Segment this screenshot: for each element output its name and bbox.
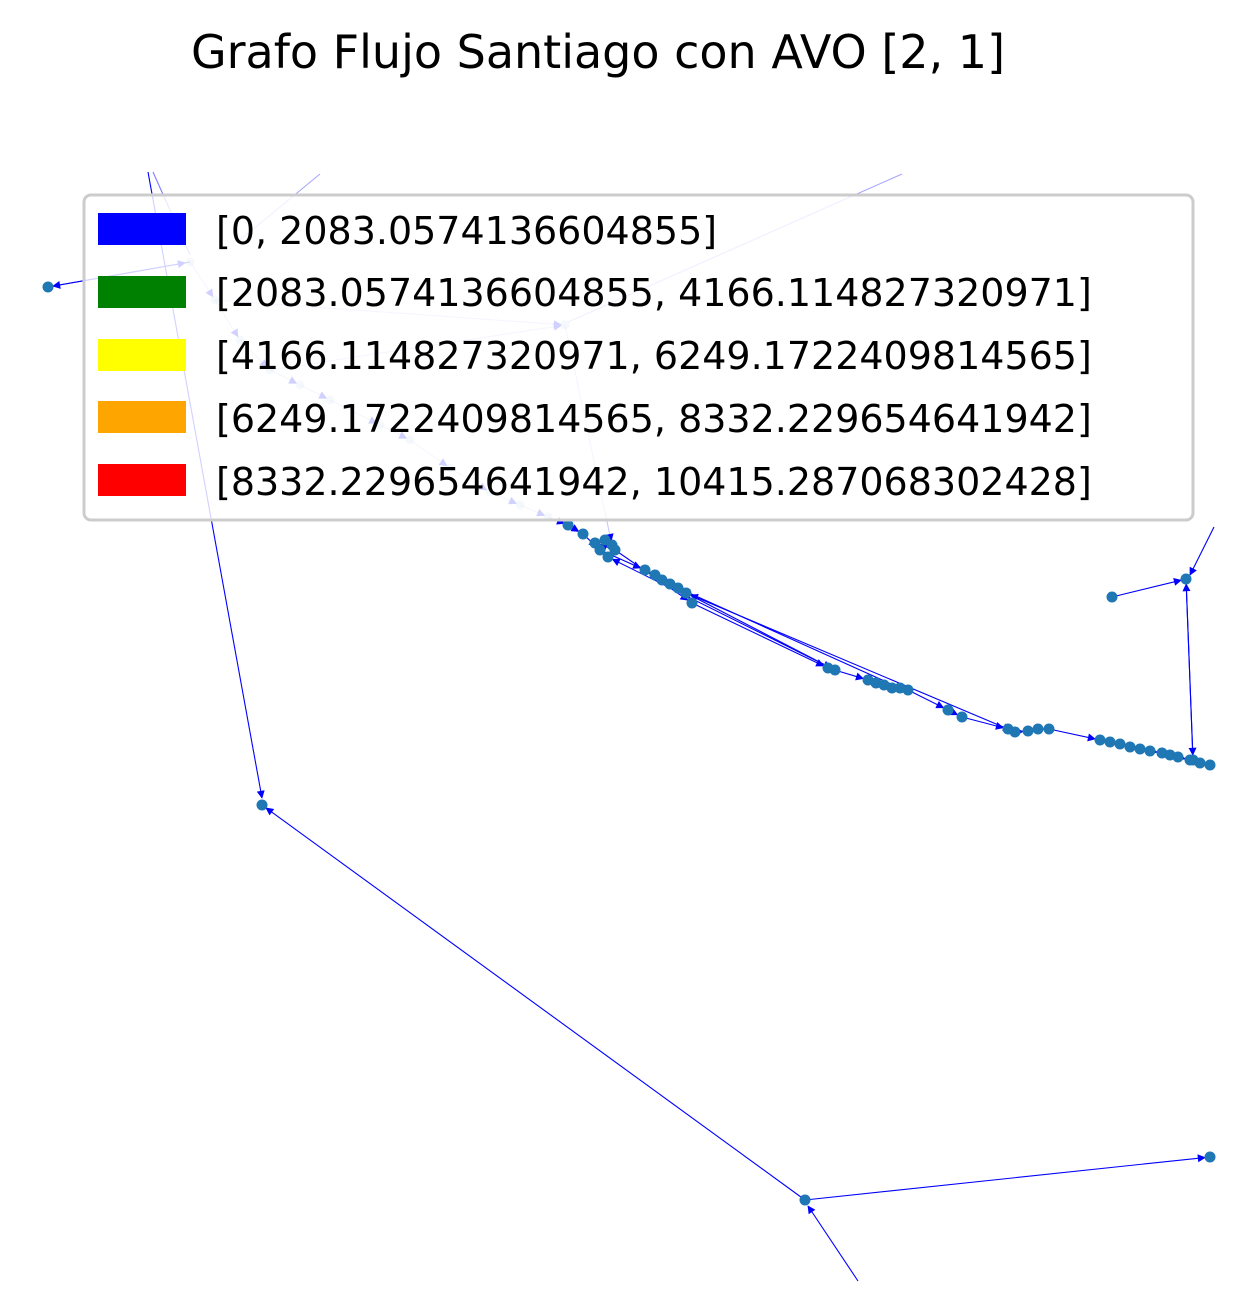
graph-node-34 [1009, 726, 1021, 738]
legend-label-0: [0, 2083.0574136604855] [216, 209, 717, 253]
graph-edge-boundary-2 [1189, 526, 1215, 576]
legend-entry-1: [2083.0574136604855, 4166.114827320971] [98, 271, 1092, 315]
graph-edge-21 [691, 602, 825, 667]
graph-node-16 [639, 564, 651, 576]
graph-node-43 [1144, 745, 1156, 757]
legend-entry-4: [8332.229654641942, 10415.287068302428] [98, 460, 1092, 504]
graph-node-42 [1134, 743, 1146, 755]
graph-node-28 [886, 682, 898, 694]
legend-label-1: [2083.0574136604855, 4166.114827320971] [216, 271, 1092, 315]
graph-node-20 [672, 582, 684, 594]
graph-edge-48 [611, 558, 836, 671]
graph-node-40 [1114, 738, 1126, 750]
graph-node-10 [602, 551, 614, 563]
chart-title: Grafo Flujo Santiago con AVO [2, 1] [191, 25, 1005, 79]
graph-node-21 [680, 587, 692, 599]
graph-node-4 [1180, 573, 1192, 585]
graph-edge-1 [804, 1154, 1206, 1201]
graph-node-14 [562, 519, 574, 531]
graph-edge-boundary-0 [807, 1205, 859, 1282]
graph-edge-2 [1111, 577, 1182, 598]
legend-label-4: [8332.229654641942, 10415.287068302428] [216, 460, 1092, 504]
graph-edge-0 [265, 807, 806, 1201]
graph-node-5 [1106, 591, 1118, 603]
legend-frame [82, 193, 1195, 522]
graph-node-31 [942, 704, 954, 716]
legend: [0, 2083.0574136604855] [2083.0574136604… [82, 193, 1195, 522]
graph-node-48 [1194, 757, 1206, 769]
graph-node-47 [1184, 754, 1196, 766]
graph-node-22 [686, 597, 698, 609]
legend-label-3: [6249.1722409814565, 8332.229654641942] [216, 397, 1092, 441]
graph-edge-29 [907, 689, 945, 709]
graph-node-36 [1032, 723, 1044, 735]
graph-node-0 [42, 281, 54, 293]
graph-edge-36 [1048, 728, 1096, 742]
graph-node-38 [1094, 734, 1106, 746]
graph-edge-4 [1182, 583, 1194, 761]
graph-edge-31 [961, 716, 1004, 730]
legend-swatch-1 [98, 276, 186, 308]
legend-entry-2: [4166.114827320971, 6249.1722409814565] [98, 334, 1092, 378]
graph-node-3 [1204, 1151, 1216, 1163]
legend-label-2: [4166.114827320971, 6249.1722409814565] [216, 334, 1092, 378]
graph-node-32 [956, 711, 968, 723]
graph-node-2 [799, 1194, 811, 1206]
graph-nodes [42, 257, 1216, 1206]
graph-node-30 [902, 684, 914, 696]
graph-node-24 [829, 664, 841, 676]
graph-node-13 [589, 537, 601, 549]
legend-entry-0: [0, 2083.0574136604855] [98, 209, 717, 253]
graph-node-15 [577, 528, 589, 540]
graph-node-49 [1204, 759, 1216, 771]
graph-node-37 [1043, 723, 1055, 735]
graph-node-12 [599, 534, 611, 546]
graph-node-39 [1104, 736, 1116, 748]
legend-swatch-3 [98, 401, 186, 433]
legend-swatch-0 [98, 213, 186, 245]
legend-entry-3: [6249.1722409814565, 8332.229654641942] [98, 397, 1092, 441]
legend-swatch-4 [98, 464, 186, 496]
graph-node-46 [1172, 751, 1184, 763]
graph-node-11 [609, 544, 621, 556]
graph-node-41 [1124, 741, 1136, 753]
graph-edge-50 [689, 594, 1009, 730]
graph-node-35 [1022, 725, 1034, 737]
legend-swatch-2 [98, 339, 186, 371]
graph-node-1 [256, 799, 268, 811]
